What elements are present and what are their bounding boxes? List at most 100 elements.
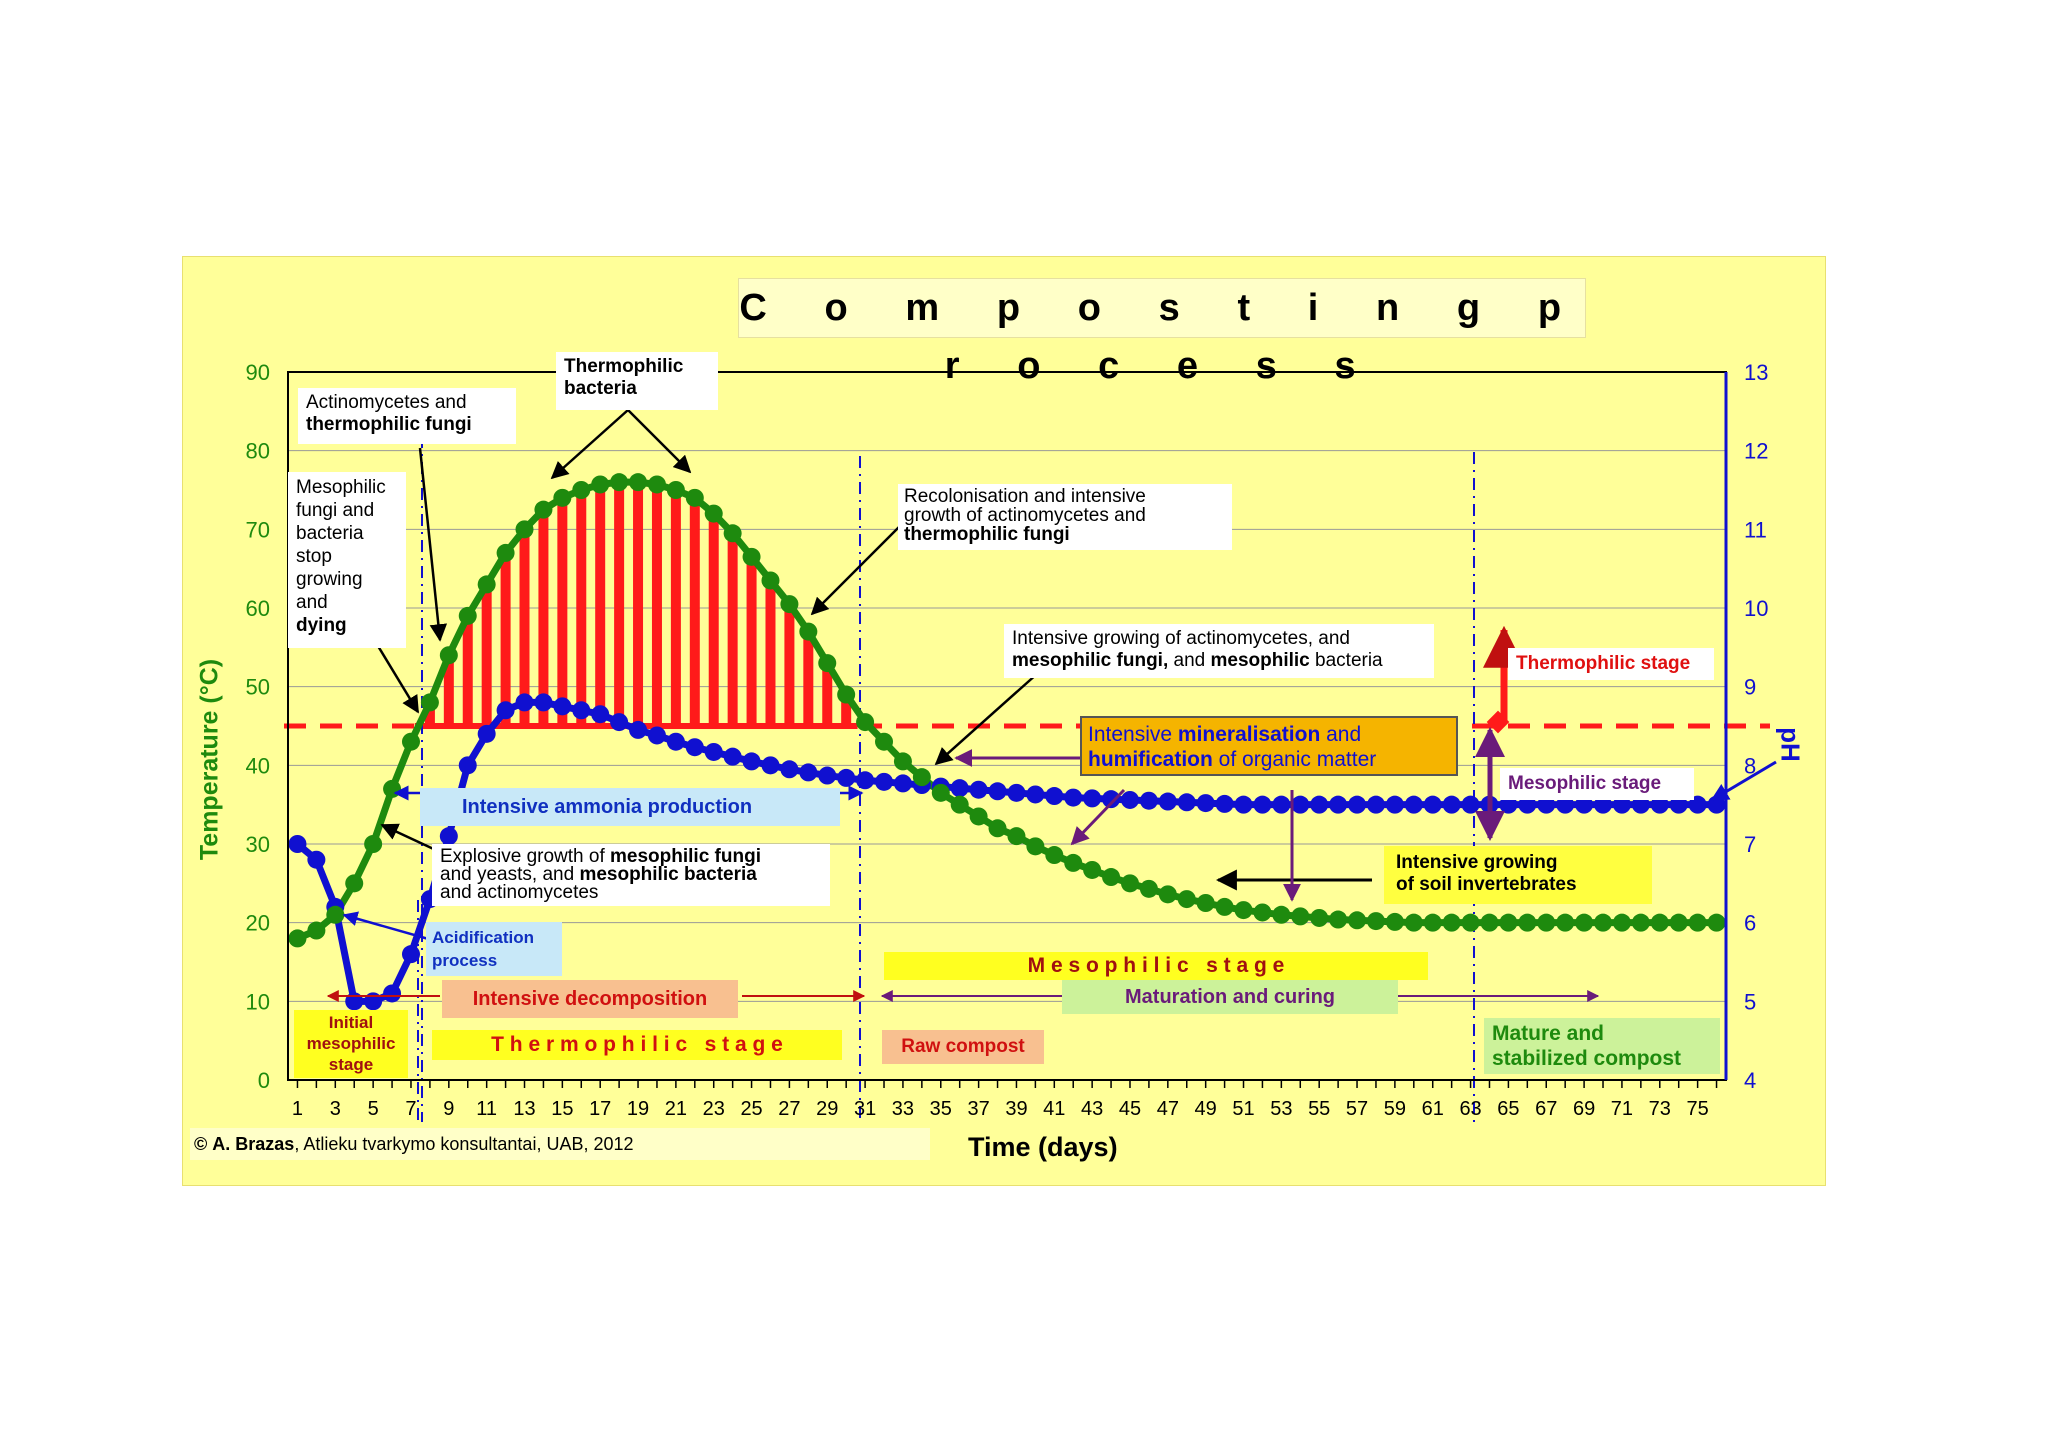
x-tick-23: 23 bbox=[703, 1098, 725, 1120]
temperature-point-day-69 bbox=[1575, 913, 1594, 932]
annotation-mesophilic-dying-line-4: stop bbox=[296, 546, 332, 567]
temperature-point-day-15 bbox=[553, 488, 572, 507]
y2-tick-5: 5 bbox=[1744, 989, 1756, 1014]
x-tick-41: 41 bbox=[1043, 1098, 1065, 1120]
x-tick-61: 61 bbox=[1422, 1098, 1444, 1120]
band-thermophilic-stage: T h e r m o p h i l i c s t a g e bbox=[432, 1030, 842, 1060]
annotation-actinomycetes-line1: Actinomycetes and bbox=[306, 392, 467, 413]
ex-2a: and yeasts, and bbox=[440, 864, 580, 885]
annotation-mesophilic-dying: Mesophilic fungi and bacteria stop growing an… bbox=[288, 472, 406, 648]
ph-point-day-74 bbox=[1669, 795, 1688, 814]
temperature-point-day-3 bbox=[326, 905, 345, 924]
temperature-point-day-19 bbox=[629, 473, 648, 492]
annotation-explosive-line2: and yeasts, and mesophilic bacteria bbox=[440, 864, 822, 885]
y-tick-10: 10 bbox=[246, 989, 270, 1014]
bar-day-23 bbox=[708, 513, 719, 726]
temperature-point-day-47 bbox=[1158, 885, 1177, 904]
band-mature-compost: Mature and stabilized compost bbox=[1484, 1018, 1720, 1074]
ph-point-day-17 bbox=[591, 705, 610, 724]
temperature-point-day-8 bbox=[420, 693, 439, 712]
ph-point-day-50 bbox=[1215, 794, 1234, 813]
x-tick-67: 67 bbox=[1535, 1098, 1557, 1120]
ph-point-day-63 bbox=[1461, 795, 1480, 814]
temperature-point-day-73 bbox=[1650, 913, 1669, 932]
initial-line1: Initial bbox=[328, 1013, 374, 1032]
temperature-point-day-60 bbox=[1404, 913, 1423, 932]
y-tick-40: 40 bbox=[246, 753, 270, 778]
ig-2a: mesophilic fungi, bbox=[1012, 650, 1169, 671]
axes bbox=[287, 371, 1728, 1081]
ph-point-day-15 bbox=[553, 697, 572, 716]
ph-point-day-13 bbox=[515, 693, 534, 712]
ph-point-day-31 bbox=[856, 771, 875, 790]
ex-1b: mesophilic fungi bbox=[610, 846, 761, 867]
ph-point-day-39 bbox=[1007, 783, 1026, 802]
ph-point-day-22 bbox=[685, 738, 704, 757]
temperature-point-day-32 bbox=[875, 732, 894, 751]
annotation-mineralisation: Intensive mineralisation and humificatio… bbox=[1080, 716, 1458, 776]
temperature-point-day-9 bbox=[439, 646, 458, 665]
y-tick-50: 50 bbox=[246, 675, 270, 700]
ph-point-day-36 bbox=[950, 779, 969, 798]
x-tick-73: 73 bbox=[1649, 1098, 1671, 1120]
ph-point-day-20 bbox=[647, 726, 666, 745]
temperature-point-day-21 bbox=[666, 481, 685, 499]
temperature-point-day-75 bbox=[1688, 913, 1707, 932]
bar-day-14 bbox=[538, 509, 549, 726]
ph-point-day-33 bbox=[893, 774, 912, 793]
x-tick-43: 43 bbox=[1081, 1098, 1103, 1120]
ph-point-day-53 bbox=[1272, 795, 1291, 814]
temperature-point-day-53 bbox=[1272, 905, 1291, 924]
x-tick-3: 3 bbox=[330, 1098, 341, 1120]
ph-point-day-70 bbox=[1594, 795, 1613, 814]
temperature-point-day-7 bbox=[401, 732, 420, 751]
ph-point-day-52 bbox=[1253, 795, 1272, 814]
bar-day-13 bbox=[519, 529, 530, 726]
x-tick-21: 21 bbox=[665, 1098, 687, 1120]
temperature-point-day-34 bbox=[912, 768, 931, 787]
temperature-point-day-58 bbox=[1366, 912, 1385, 931]
x-tick-27: 27 bbox=[778, 1098, 800, 1120]
ph-point-day-54 bbox=[1291, 795, 1310, 814]
ph-point-day-68 bbox=[1556, 795, 1575, 814]
x-tick-33: 33 bbox=[892, 1098, 914, 1120]
bar-day-22 bbox=[689, 497, 700, 726]
y2-tick-13: 13 bbox=[1744, 360, 1768, 385]
temperature-point-day-24 bbox=[723, 524, 742, 543]
temperature-point-day-30 bbox=[837, 685, 856, 704]
x-tick-57: 57 bbox=[1346, 1098, 1368, 1120]
bar-day-29 bbox=[822, 663, 833, 726]
ph-point-day-21 bbox=[666, 732, 685, 751]
bar-day-21 bbox=[670, 490, 681, 726]
bar-day-11 bbox=[481, 584, 492, 726]
x-tick-53: 53 bbox=[1270, 1098, 1292, 1120]
bar-day-20 bbox=[651, 484, 662, 726]
annotation-recolonisation-line1: Recolonisation and intensive bbox=[904, 486, 1146, 507]
temperature-point-day-65 bbox=[1499, 913, 1518, 932]
bar-day-25 bbox=[746, 556, 757, 726]
y-tick-90: 90 bbox=[246, 360, 270, 385]
ph-point-day-43 bbox=[1083, 789, 1102, 808]
ph-point-day-16 bbox=[572, 701, 591, 720]
ph-point-day-46 bbox=[1139, 791, 1158, 810]
temperature-point-day-51 bbox=[1234, 901, 1253, 920]
ph-point-day-51 bbox=[1234, 795, 1253, 814]
temperature-point-day-50 bbox=[1215, 897, 1234, 916]
ex-2b: mesophilic bacteria bbox=[579, 864, 757, 885]
temperature-point-day-70 bbox=[1594, 913, 1613, 932]
annotation-mesophilic-dying-line-1: Mesophilic bbox=[296, 477, 386, 498]
annotation-mesophilic-dying-line-6: and bbox=[296, 592, 328, 613]
ph-point-day-61 bbox=[1423, 795, 1442, 814]
annotation-ammonia: Intensive ammonia production bbox=[420, 788, 840, 826]
ph-point-day-41 bbox=[1045, 787, 1064, 806]
ph-point-day-12 bbox=[496, 701, 515, 720]
ph-point-day-23 bbox=[704, 742, 723, 761]
initial-line3: stage bbox=[328, 1055, 374, 1074]
temperature-point-day-22 bbox=[685, 488, 704, 507]
temperature-point-day-42 bbox=[1064, 853, 1083, 872]
ig-2d: bacteria bbox=[1309, 650, 1383, 671]
temperature-point-day-33 bbox=[893, 752, 912, 771]
ph-point-day-2 bbox=[307, 850, 326, 869]
annotation-intensive-decomposition: Intensive decomposition bbox=[442, 980, 738, 1018]
ph-point-day-45 bbox=[1120, 790, 1139, 809]
